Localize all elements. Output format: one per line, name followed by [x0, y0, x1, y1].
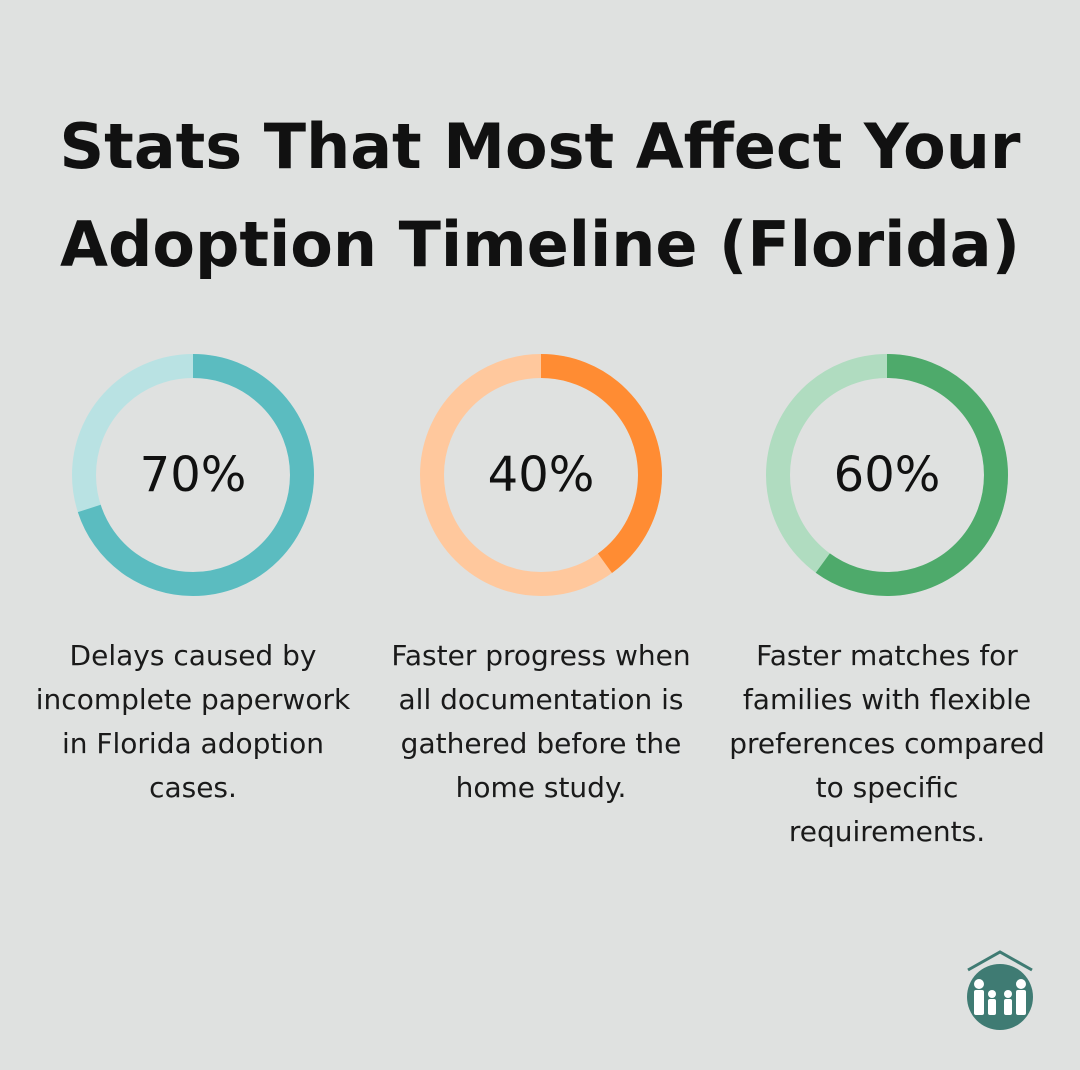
stat-card: 70% Delays caused by incomplete paperwor… — [28, 350, 358, 810]
percentage-label: 60% — [833, 447, 941, 503]
page-title: Stats That Most Affect Your Adoption Tim… — [59, 110, 1021, 281]
donut-value-arc — [766, 354, 1008, 596]
donut-chart — [72, 354, 314, 596]
percentage-label: 70% — [139, 447, 247, 503]
donut-chart — [420, 354, 662, 596]
donut-chart — [766, 354, 1008, 596]
stat-description: Faster matches for families with flexibl… — [729, 639, 1045, 848]
donut-value-arc — [420, 354, 662, 596]
percentage-label: 40% — [487, 447, 595, 503]
family-house-logo-icon — [967, 950, 1033, 1030]
stat-card: 40% Faster progress when all documentati… — [376, 350, 706, 810]
donut-value-arc — [72, 354, 314, 596]
stat-description: Delays caused by incomplete paperwork in… — [35, 639, 351, 804]
stat-card: 60% Faster matches for families with fle… — [722, 350, 1052, 854]
stat-description: Faster progress when all documentation i… — [391, 639, 691, 804]
